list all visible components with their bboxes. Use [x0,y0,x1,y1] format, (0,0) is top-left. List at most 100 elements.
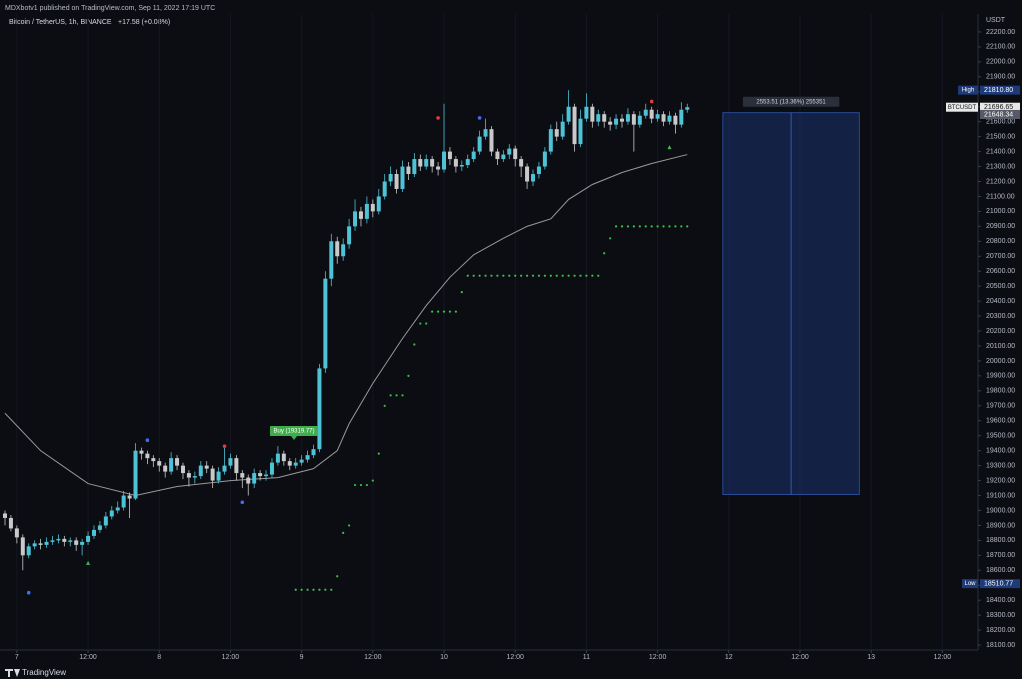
candle-body [649,109,654,119]
candle-body [305,455,310,460]
y-tick-label: 18400.00 [986,597,1015,604]
candle-body [507,148,512,155]
trailing-stop-dot [407,374,410,377]
trailing-stop-dot [419,322,422,325]
y-tick-label: 20200.00 [986,328,1015,335]
y-tick-label: 22000.00 [986,59,1015,66]
price-tag-value: 21696.65 [984,104,1013,111]
candle-body [525,166,530,182]
y-tick-label: 21200.00 [986,178,1015,185]
price-tag-name-box [962,579,978,589]
candle-body [447,151,452,160]
y-tick-label: 22200.00 [986,29,1015,36]
candle-body [14,528,19,538]
y-tick-label: 18600.00 [986,567,1015,574]
x-tick-label: 12:00 [79,654,97,661]
candle-body [364,203,369,219]
x-tick-label: 12:00 [222,654,240,661]
signal-dot [145,438,150,442]
candle-body [542,151,547,167]
y-tick-label: 20100.00 [986,343,1015,350]
trailing-stop-dot [365,483,368,487]
candle-body [62,538,67,542]
candle-body [258,473,263,477]
trailing-stop-dot [543,274,546,277]
candle-body [531,174,536,182]
trailing-stop-dot [413,343,416,346]
candle-body [513,148,518,160]
candle-body [26,546,31,556]
x-tick-label: 9 [300,654,304,661]
trailing-stop-dot [656,225,659,228]
trailing-stop-dot [674,225,677,228]
trailing-stop-dot [650,225,653,228]
candle-body [442,151,447,170]
x-tick-label: 12:00 [791,654,809,661]
candle-body [163,465,168,472]
price-tag-value: 18510.77 [984,580,1013,587]
trailing-stop-dot [567,274,570,277]
candle-body [400,166,405,189]
candle-body [246,477,251,484]
candle-body [376,196,381,212]
brand-logo [5,669,20,677]
candle-body [596,114,601,122]
moving-average [4,154,688,497]
trailing-stop-dot [454,310,457,313]
candle-body [667,115,672,122]
candle-body [151,458,156,462]
y-tick-label: 20700.00 [986,253,1015,260]
y-tick-label: 20800.00 [986,238,1015,245]
candle-body [317,368,322,450]
candle-body [673,115,678,125]
trailing-stop-dot [294,588,297,591]
candle-body [121,495,126,508]
x-tick-label: 13 [867,654,875,661]
trailing-stop-dot [312,588,315,591]
trailing-stop-dot [484,274,487,277]
candle-body [602,114,607,122]
trailing-stop-dot [620,225,624,228]
trailing-stop-dot [603,252,606,255]
trailing-stop-dot [591,274,594,277]
trailing-stop-dot [466,274,469,277]
candle-body [489,129,494,152]
candle-body [358,211,363,219]
trailing-stop-dot [478,274,481,277]
y-tick-label: 20400.00 [986,298,1015,305]
candle-body [139,450,144,454]
signal-dot [222,444,227,448]
candle-body [620,118,625,122]
trailing-stop-dot [502,274,505,277]
trailing-stop-dot [520,274,523,277]
trailing-stop-dot [442,310,446,313]
y-tick-label: 19100.00 [986,492,1015,499]
buy-label-pointer [291,436,297,440]
trailing-stop-dot [668,225,671,228]
candle-body [97,525,102,530]
candle-body [56,538,61,541]
candle-body [477,136,482,152]
trailing-stop-dot [359,483,363,487]
trailing-stop-dot [377,452,380,455]
x-tick-label: 12:00 [364,654,382,661]
candle-body [133,450,138,499]
candle-body [32,543,37,547]
candle-body [353,211,358,227]
candle-body [204,465,209,469]
trailing-stop-dot [490,274,493,277]
trailing-stop-dot [680,225,683,228]
trailing-stop-dot [561,274,564,277]
signal-dot [649,99,654,104]
trailing-stop-dot [436,310,440,313]
candle-body [157,461,162,466]
trailing-stop-dot [371,479,374,482]
candle-body [3,513,7,518]
trailing-stop-dot [626,225,630,228]
trailing-stop-dot [525,274,529,277]
candle-body [424,159,429,167]
y-tick-label: 21600.00 [986,119,1015,126]
y-tick-label: 20000.00 [986,358,1015,365]
candle-body [519,159,524,167]
